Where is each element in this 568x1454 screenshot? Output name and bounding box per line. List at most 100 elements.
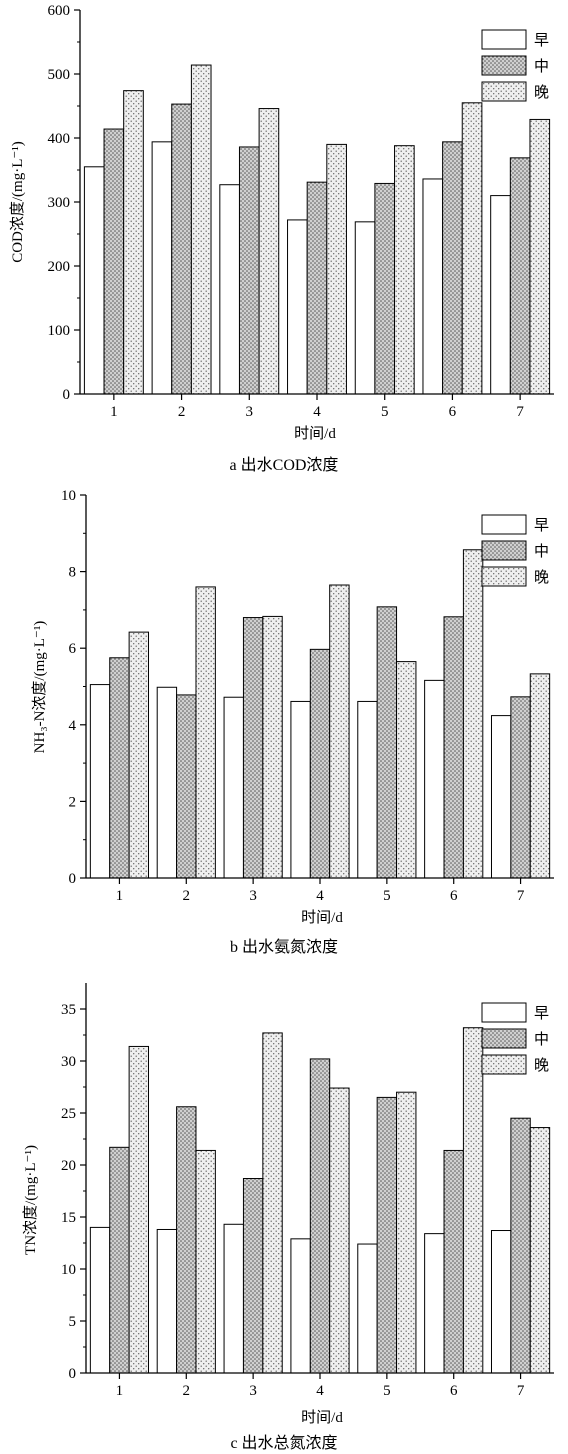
x-tick-label: 4	[313, 404, 321, 420]
y-tick-label: 8	[69, 565, 77, 581]
x-tick-label: 3	[246, 404, 254, 420]
bar-早-day-7	[490, 1230, 512, 1374]
bar-早-day-5	[357, 700, 378, 879]
bar-早-day-4	[287, 219, 308, 395]
legend-swatch	[481, 81, 527, 102]
bar-晚-day-2	[195, 586, 216, 879]
x-tick-label: 7	[516, 404, 524, 420]
y-tick-label: 35	[61, 1002, 76, 1018]
legend-swatch	[481, 1028, 527, 1049]
bar-晚-day-5	[394, 145, 415, 395]
bar-中-day-4	[309, 1058, 331, 1374]
bar-中-day-6	[443, 616, 464, 879]
legend-label: 晚	[534, 568, 549, 586]
bar-晚-day-5	[396, 1091, 417, 1374]
bar-中-day-2	[171, 103, 192, 395]
bar-中-day-4	[309, 648, 331, 879]
panel-caption: a 出水COD浓度	[230, 456, 339, 474]
bar-早-day-3	[219, 184, 240, 395]
bar-中-day-7	[509, 157, 531, 395]
legend-label: 早	[534, 1004, 549, 1022]
bar-中-day-7	[510, 696, 531, 879]
x-tick-label: 1	[110, 404, 118, 420]
legend-swatch	[481, 566, 527, 587]
x-tick-label: 6	[449, 404, 457, 420]
y-axis-title: TN浓度/(mg·L⁻¹)	[22, 1145, 39, 1255]
bar-中-day-3	[242, 617, 264, 879]
legend-label: 早	[534, 31, 549, 49]
bar-早-day-6	[424, 1233, 445, 1374]
x-tick-label: 7	[517, 888, 525, 904]
y-tick-label: 10	[61, 1262, 76, 1278]
bar-晚-day-2	[195, 1149, 216, 1374]
x-tick-label: 2	[178, 404, 186, 420]
bar-早-day-5	[357, 1243, 378, 1374]
legend-label: 中	[534, 1030, 549, 1048]
legend-label: 中	[534, 57, 549, 75]
y-tick-label: 100	[48, 323, 71, 339]
x-tick-label: 2	[183, 888, 191, 904]
bar-中-day-7	[510, 1117, 531, 1374]
x-tick-label: 2	[183, 1383, 191, 1399]
y-tick-label: 400	[48, 131, 71, 147]
bar-中-day-5	[374, 182, 396, 395]
bar-晚-day-6	[462, 549, 484, 879]
bar-早-day-4	[290, 1238, 311, 1374]
x-tick-label: 3	[249, 888, 257, 904]
bar-早-day-2	[156, 1228, 178, 1374]
y-tick-label: 20	[61, 1158, 76, 1174]
y-tick-label: 300	[48, 195, 71, 211]
panel-tn: TN浓度/(mg·L⁻¹) 时间/d c 出水总氮浓度 051015202530…	[22, 983, 554, 1452]
bar-中-day-4	[306, 181, 328, 395]
legend-swatch	[481, 55, 527, 76]
bar-中-day-1	[103, 128, 125, 395]
y-tick-label: 10	[61, 488, 76, 504]
x-tick-label: 7	[517, 1383, 525, 1399]
bar-早-day-2	[151, 141, 173, 395]
legend-swatch	[481, 1002, 527, 1023]
bar-中-day-6	[443, 1149, 464, 1374]
bar-中-day-2	[176, 694, 197, 879]
bar-早-day-1	[89, 684, 111, 879]
panel-cod: COD浓度/(mg·L⁻¹) 时间/d a 出水COD浓度 0 100 200 300…	[9, 3, 554, 474]
bar-晚-day-6	[462, 1027, 484, 1374]
x-tick-label: 6	[450, 888, 458, 904]
y-tick-label: 0	[63, 387, 71, 403]
bar-早-day-5	[354, 221, 376, 395]
legend-swatch	[481, 540, 527, 561]
bar-中-day-1	[109, 657, 130, 879]
bar-中-day-3	[242, 1178, 264, 1374]
bar-晚-day-7	[529, 673, 551, 879]
bar-中-day-5	[376, 606, 398, 879]
bar-早-day-6	[422, 178, 444, 395]
y-tick-label: 500	[48, 67, 71, 83]
y-tick-label: 200	[48, 259, 71, 275]
x-axis-title: 时间/d	[301, 909, 343, 926]
bar-早-day-3	[223, 696, 244, 879]
x-tick-label: 4	[316, 888, 324, 904]
bar-中-day-6	[442, 141, 463, 395]
y-tick-label: 25	[61, 1106, 76, 1122]
x-tick-label: 1	[116, 1383, 124, 1399]
y-tick-label: 4	[69, 718, 77, 734]
bar-晚-day-3	[258, 108, 280, 395]
x-axis-title: 时间/d	[294, 425, 336, 442]
legend-swatch	[481, 1054, 527, 1075]
legend-label: 早	[534, 516, 549, 534]
bar-晚-day-4	[326, 143, 347, 395]
bar-中-day-2	[176, 1106, 197, 1374]
legend-label: 晚	[534, 83, 549, 101]
y-tick-label: 6	[69, 641, 77, 657]
bar-早-day-1	[89, 1226, 111, 1374]
bar-晚-day-7	[529, 1127, 551, 1374]
bar-早-day-7	[490, 715, 512, 879]
bar-晚-day-2	[190, 64, 212, 395]
y-axis-title: NH₃-N浓度/(mg·L⁻¹)	[31, 621, 48, 754]
bar-早-day-3	[223, 1223, 244, 1374]
y-tick-label: 15	[61, 1210, 76, 1226]
bar-晚-day-1	[128, 631, 150, 879]
bar-晚-day-4	[329, 584, 350, 879]
bar-早-day-4	[290, 700, 311, 879]
